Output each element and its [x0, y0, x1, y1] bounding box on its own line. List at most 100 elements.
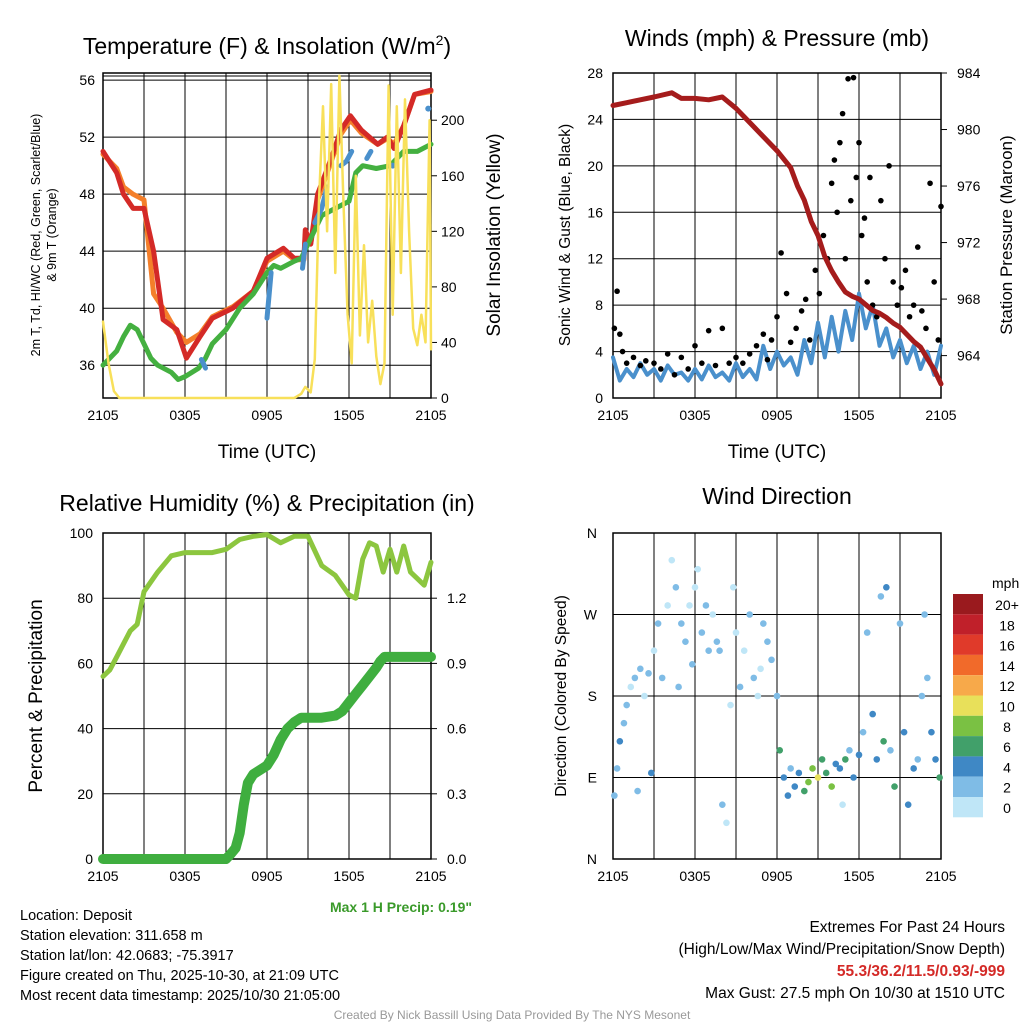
series-line-rh — [100, 532, 434, 679]
x-tick-label: 2105 — [925, 868, 956, 884]
panel-1: 2105 0305 0905 1505 2105 Temperature (F) & In… — [29, 32, 505, 463]
legend-swatch — [953, 756, 983, 777]
gust-point — [867, 174, 873, 181]
series-line-precip — [98, 651, 436, 864]
direction-point — [773, 692, 781, 700]
extremes-values: 55.3/36.2/11.5/0.93/-999 — [836, 963, 1005, 980]
x-tick-label: 0905 — [761, 868, 792, 884]
direction-point — [846, 747, 853, 754]
gust-point — [643, 358, 649, 364]
direction-point — [736, 683, 744, 691]
direction-point — [688, 661, 696, 668]
x-tick-label: 2105 — [87, 407, 118, 423]
direction-point — [910, 765, 917, 772]
y2-tick-label: 976 — [957, 178, 981, 194]
direction-point — [754, 692, 762, 700]
gust-point — [853, 174, 860, 181]
direction-point — [887, 747, 894, 754]
x-tick-label: 1505 — [843, 868, 874, 884]
direction-point — [764, 638, 771, 645]
y2-tick-label: 40 — [441, 334, 457, 350]
y2-tick-label: 0.3 — [447, 786, 467, 802]
gust-point — [820, 232, 827, 239]
direction-point — [647, 769, 655, 777]
x-axis-label: Time (UTC) — [218, 442, 317, 463]
legend-label: 4 — [1003, 759, 1011, 775]
gust-point — [619, 348, 626, 355]
direction-point — [818, 756, 826, 763]
direction-point — [658, 674, 666, 682]
legend-label: 14 — [999, 658, 1015, 674]
panel-3: 2105 0305 0905 1505 2105 Relative Humidity (%… — [26, 490, 475, 915]
legend-swatch — [953, 594, 983, 615]
x-tick-label: 2105 — [597, 407, 628, 423]
gust-point — [692, 342, 698, 349]
series-line-pressure — [610, 90, 944, 387]
extremes-title: Extremes For Past 24 Hours — [809, 919, 1005, 936]
x-tick-label: 0305 — [169, 868, 200, 884]
legend-swatch — [953, 797, 983, 818]
legend-label: 12 — [999, 678, 1015, 694]
legend-label: 6 — [1003, 739, 1011, 755]
y-tick-label: 4 — [595, 344, 603, 360]
legend-swatch — [953, 675, 983, 696]
direction-point — [631, 674, 639, 682]
gust-point — [919, 308, 925, 314]
gust-point — [910, 302, 917, 308]
y-tick-label: 40 — [79, 300, 95, 316]
direction-point — [832, 760, 840, 768]
y-tick-label: 20 — [587, 158, 603, 174]
gust-point — [882, 255, 888, 262]
direction-point — [654, 620, 662, 627]
direction-point — [814, 774, 822, 781]
legend-swatch — [953, 736, 983, 757]
direction-point — [809, 765, 816, 772]
gust-point — [935, 337, 942, 343]
y2-tick-label: 0 — [441, 390, 449, 406]
y2-tick-label: 968 — [957, 291, 981, 307]
series-point-HI/WC — [425, 105, 432, 112]
y-tick-label: 60 — [77, 655, 93, 671]
y2-tick-label: 972 — [957, 235, 981, 251]
direction-point — [795, 769, 803, 777]
x-tick-label: 2105 — [415, 868, 446, 884]
elevation-text: Station elevation: 311.658 m — [20, 928, 203, 944]
gust-point — [671, 371, 678, 378]
y-tick-label: 0 — [595, 390, 603, 406]
gust-point — [878, 197, 884, 204]
y2-axis-label: Solar Insolation (Yellow) — [484, 133, 505, 336]
legend-swatch — [953, 715, 983, 737]
gust-point — [864, 279, 870, 285]
gust-point — [831, 157, 838, 163]
legend-label: 0 — [1003, 800, 1011, 816]
y-tick-label: 80 — [77, 590, 93, 606]
station-info: Location: Deposit Station elevation: 311… — [20, 906, 340, 1006]
y-tick-label: W — [584, 607, 598, 623]
legend-swatch — [953, 695, 983, 716]
gust-point — [726, 360, 732, 366]
direction-point — [791, 783, 799, 790]
gust-point — [837, 139, 843, 146]
gust-point — [798, 308, 805, 314]
title-end: ) — [443, 33, 451, 59]
direction-point — [776, 747, 784, 754]
y-tick-label: 44 — [79, 243, 95, 259]
direction-point — [678, 620, 685, 627]
direction-point — [863, 629, 871, 636]
gust-point — [856, 139, 862, 146]
y-axis-label: Direction (Colored By Speed) — [553, 595, 570, 797]
y2-tick-label: 1.2 — [447, 590, 467, 606]
max-gust-text: Max Gust: 27.5 mph On 10/30 at 1510 UTC — [705, 985, 1005, 1002]
y-tick-label: 36 — [79, 357, 95, 373]
gust-point — [839, 110, 846, 117]
direction-point — [784, 792, 792, 799]
direction-point — [702, 602, 710, 609]
direction-point — [623, 701, 630, 709]
gust-point — [768, 337, 775, 343]
y-tick-label: 0 — [85, 851, 93, 867]
series-line-hi-wc — [198, 357, 208, 371]
direction-point — [768, 656, 775, 664]
direction-point — [828, 783, 835, 790]
gust-point — [630, 354, 637, 361]
y2-tick-label: 984 — [957, 65, 981, 81]
